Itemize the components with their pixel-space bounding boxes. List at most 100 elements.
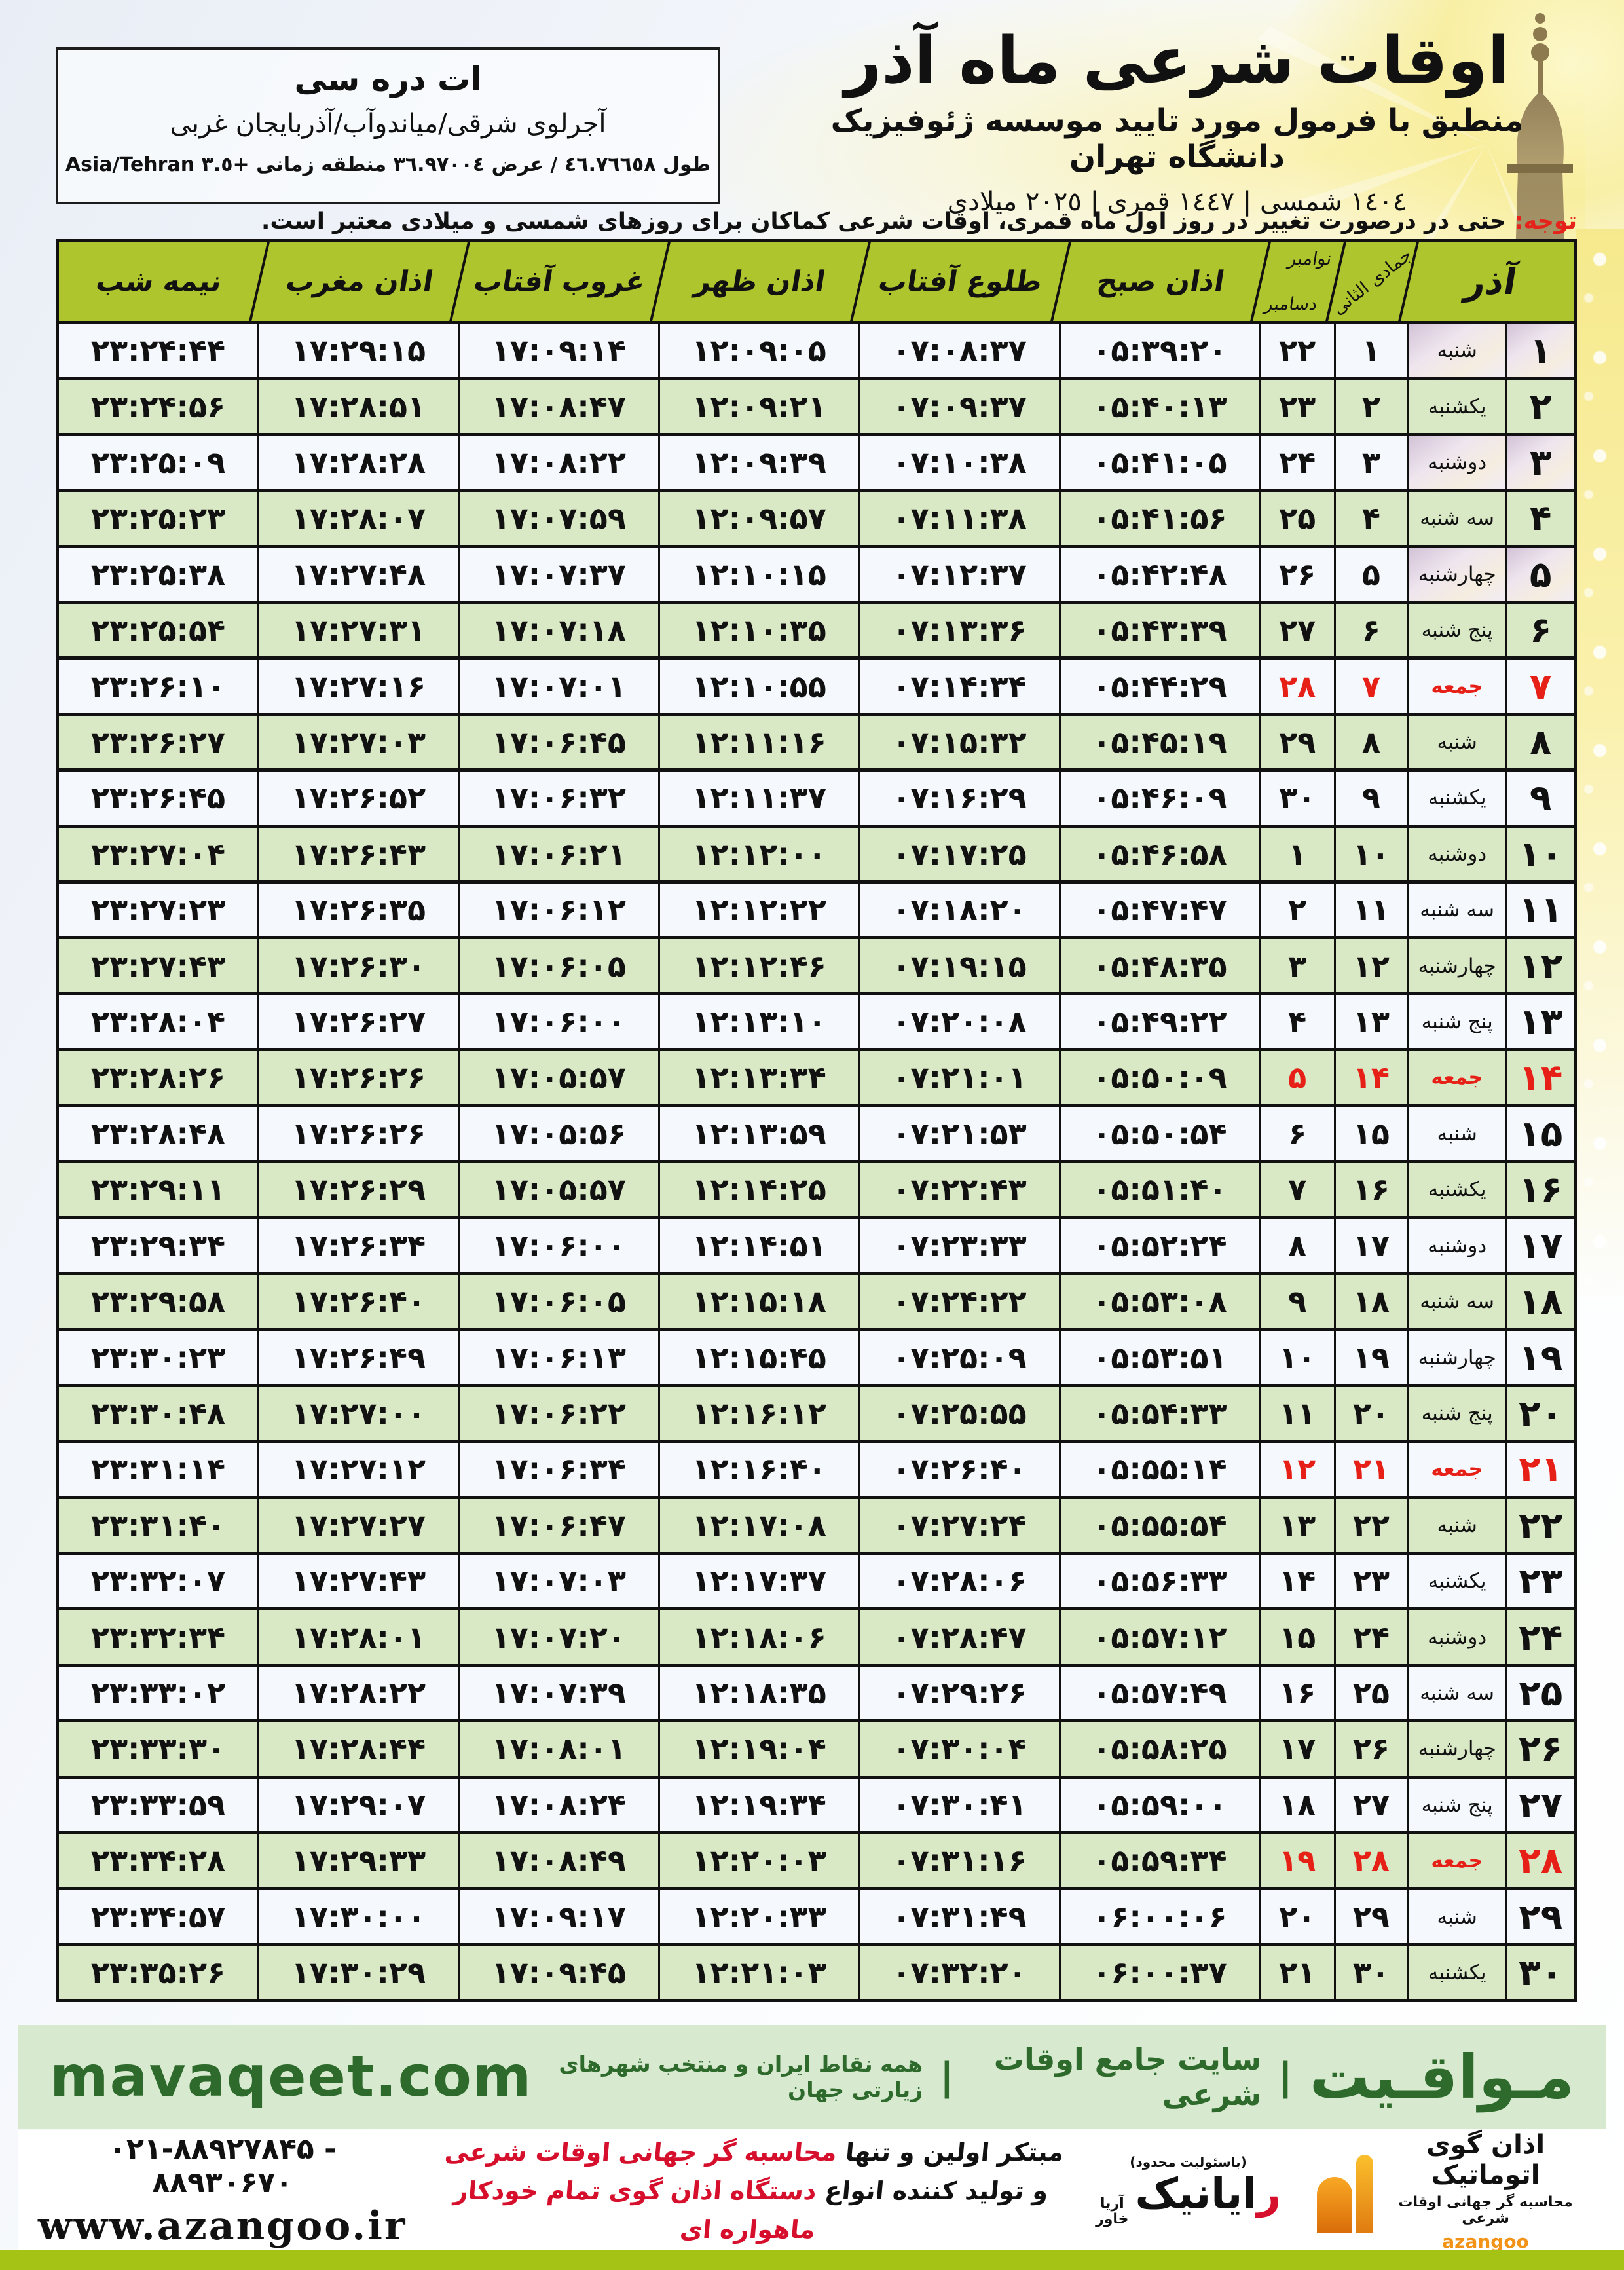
table-row: ۲۵ سه شنبه ۲۵ ۱۶ ۰۵:۵۷:۴۹ ۰۷:۲۹:۲۶ ۱۲:۱۸… [59,1663,1574,1720]
contact-block: ۰۲۱-۸۸۹۲۷۸۴۵ - ۸۸۹۳۰۶۷۰ www.azangoo.ir [38,2132,407,2249]
cell-midnight-time: ۲۳:۲۸:۰۴ [59,995,259,1049]
cell-gregorian-day: ۲۰ [1261,1890,1336,1943]
cell-sunrise-time: ۰۷:۲۷:۲۴ [860,1498,1061,1552]
table-row: ۳۰ یکشنبه ۳۰ ۲۱ ۰۶:۰۰:۳۷ ۰۷:۳۲:۲۰ ۱۲:۲۱:… [59,1943,1574,2000]
cell-day-number: ۱۶ [1519,1168,1563,1211]
cell-maghrib-time: ۱۷:۲۶:۴۳ [259,827,460,881]
cell-day-number: ۲۷ [1519,1783,1563,1826]
cell-midnight-time: ۲۳:۳۰:۴۸ [59,1386,259,1440]
cell-gregorian-day: ۱۱ [1261,1386,1336,1440]
cell-maghrib-time: ۱۷:۲۸:۰۷ [259,492,460,545]
column-header-gregorian-month: نوامبر دسامبر [1261,242,1335,321]
cell-midnight-time: ۲۳:۳۵:۲۶ [59,1946,259,2000]
cell-weekday: جمعه [1409,1051,1508,1104]
slogan-block: مبتکر اولین و تنها محاسبه گر جهانی اوقات… [402,2133,1101,2249]
cell-sunrise-time: ۰۷:۲۸:۰۶ [860,1554,1061,1608]
cell-dhuhr-time: ۱۲:۱۹:۰۴ [660,1722,860,1776]
cell-dhuhr-time: ۱۲:۲۰:۰۳ [660,1834,860,1888]
cell-fajr-time: ۰۶:۰۰:۰۶ [1061,1890,1261,1943]
cell-sunrise-time: ۰۷:۳۲:۲۰ [860,1946,1061,2000]
cell-maghrib-time: ۱۷:۲۶:۴۹ [259,1331,460,1384]
cell-dhuhr-time: ۱۲:۱۰:۱۵ [660,548,860,601]
cell-day-number: ۷ [1529,665,1552,707]
cell-dhuhr-time: ۱۲:۰۹:۵۷ [660,492,860,545]
cell-gregorian-day: ۲۹ [1261,715,1336,769]
azangoo-subtitle: محاسبه گر جهانی اوقات شرعی [1398,2193,1573,2227]
cell-maghrib-time: ۱۷:۲۶:۳۴ [259,1219,460,1272]
cell-lunar-day: ۱۹ [1336,1331,1409,1384]
note-text: حتی در درصورت تغییر در روز اول ماه قمری،… [261,208,1515,234]
cell-gregorian-day: ۷ [1261,1163,1336,1216]
table-row: ۲۴ دوشنبه ۲۴ ۱۵ ۰۵:۵۷:۱۲ ۰۷:۲۸:۴۷ ۱۲:۱۸:… [59,1607,1574,1664]
cell-weekday: دوشنبه [1409,1610,1508,1664]
cell-sunset-time: ۱۷:۰۹:۱۴ [460,324,660,377]
cell-midnight-time: ۲۳:۲۷:۴۳ [59,939,259,992]
cell-gregorian-day: ۸ [1261,1219,1336,1272]
cell-sunset-time: ۱۷:۰۶:۳۴ [460,1443,660,1496]
cell-weekday: یکشنبه [1409,1946,1508,2000]
cell-midnight-time: ۲۳:۲۵:۵۴ [59,604,259,657]
cell-maghrib-time: ۱۷:۳۰:۲۹ [259,1946,460,2000]
cell-maghrib-time: ۱۷:۲۷:۰۳ [259,715,460,769]
azangoo-site-link[interactable]: www.azangoo.ir [38,2203,407,2249]
cell-dhuhr-time: ۱۲:۰۹:۳۹ [660,436,860,489]
cell-midnight-time: ۲۳:۲۹:۳۴ [59,1219,259,1272]
column-header-sunset: غروب آفتاب [460,242,660,321]
cell-day-number: ۲۵ [1519,1671,1563,1714]
cell-fajr-time: ۰۵:۴۸:۳۵ [1061,939,1261,992]
cell-day-number: ۱۱ [1519,889,1563,931]
phone-numbers: ۰۲۱-۸۸۹۲۷۸۴۵ - ۸۸۹۳۰۶۷۰ [109,2132,337,2199]
cell-sunrise-time: ۰۷:۲۴:۲۲ [860,1275,1061,1328]
cell-fajr-time: ۰۵:۵۰:۵۴ [1061,1107,1261,1161]
table-row: ۱۱ سه شنبه ۱۱ ۲ ۰۵:۴۷:۴۷ ۰۷:۱۸:۲۰ ۱۲:۱۲:… [59,880,1574,937]
cell-weekday: جمعه [1409,660,1508,713]
cell-sunrise-time: ۰۷:۱۱:۳۸ [860,492,1061,545]
cell-maghrib-time: ۱۷:۲۷:۱۲ [259,1443,460,1496]
cell-gregorian-day: ۶ [1261,1107,1336,1161]
cell-weekday: جمعه [1409,1443,1508,1496]
table-row: ۴ سه شنبه ۴ ۲۵ ۰۵:۴۱:۵۶ ۰۷:۱۱:۳۸ ۱۲:۰۹:۵… [59,489,1574,545]
cell-weekday: دوشنبه [1409,1219,1508,1272]
cell-weekday: سه شنبه [1409,884,1508,937]
cell-fajr-time: ۰۵:۴۳:۳۹ [1061,604,1261,657]
cell-midnight-time: ۲۳:۳۴:۵۷ [59,1890,259,1943]
cell-day-number: ۲۰ [1519,1392,1563,1434]
cell-fajr-time: ۰۵:۴۶:۰۹ [1061,772,1261,825]
cell-weekday: چهارشنبه [1409,939,1508,992]
cell-fajr-time: ۰۵:۴۶:۵۸ [1061,827,1261,881]
cell-midnight-time: ۲۳:۲۴:۴۴ [59,324,259,377]
cell-fajr-time: ۰۶:۰۰:۳۷ [1061,1946,1261,2000]
cell-sunrise-time: ۰۷:۳۰:۴۱ [860,1778,1061,1831]
cell-dhuhr-time: ۱۲:۱۱:۱۶ [660,715,860,769]
cell-midnight-time: ۲۳:۲۴:۵۶ [59,380,259,433]
cell-maghrib-time: ۱۷:۲۷:۳۱ [259,604,460,657]
cell-midnight-time: ۲۳:۲۵:۰۹ [59,436,259,489]
mavaqeet-brand: مـواقـیت [1309,2041,1574,2112]
cell-sunrise-time: ۰۷:۳۱:۱۶ [860,1834,1061,1888]
cell-weekday: پنج شنبه [1409,1778,1508,1831]
cell-sunrise-time: ۰۷:۲۱:۰۱ [860,1051,1061,1104]
cell-weekday: یکشنبه [1409,772,1508,825]
cell-day-number: ۲ [1529,385,1552,428]
cell-maghrib-time: ۱۷:۲۷:۴۸ [259,548,460,601]
cell-gregorian-day: ۲۱ [1261,1946,1336,2000]
cell-sunrise-time: ۰۷:۱۲:۳۷ [860,548,1061,601]
mavaqeet-domain-link[interactable]: mavaqeet.com [50,2044,533,2110]
cell-sunrise-time: ۰۷:۲۸:۴۷ [860,1610,1061,1664]
cell-dhuhr-time: ۱۲:۲۱:۰۳ [660,1946,860,2000]
table-row: ۱۶ یکشنبه ۱۶ ۷ ۰۵:۵۱:۴۰ ۰۷:۲۲:۴۳ ۱۲:۱۴:۲… [59,1160,1574,1216]
cell-maghrib-time: ۱۷:۲۶:۳۵ [259,884,460,937]
cell-sunset-time: ۱۷:۰۷:۳۹ [460,1666,660,1720]
cell-lunar-day: ۶ [1336,604,1409,657]
cell-day-number: ۶ [1529,609,1552,652]
cell-sunrise-time: ۰۷:۱۳:۳۶ [860,604,1061,657]
side-ornament-strip [1576,229,1624,1310]
cell-gregorian-day: ۱۷ [1261,1722,1336,1776]
table-row: ۱۳ پنج شنبه ۱۳ ۴ ۰۵:۴۹:۲۲ ۰۷:۲۰:۰۸ ۱۲:۱۳… [59,992,1574,1049]
rayanik-logo: (باسئولیت محدود) ر ایانیک آریا خاور [1096,2154,1281,2227]
cell-day-number: ۲۴ [1519,1616,1563,1658]
cell-sunset-time: ۱۷:۰۶:۴۵ [460,715,660,769]
table-row: ۲۲ شنبه ۲۲ ۱۳ ۰۵:۵۵:۵۴ ۰۷:۲۷:۲۴ ۱۲:۱۷:۰۸… [59,1495,1574,1552]
cell-weekday: یکشنبه [1409,1163,1508,1216]
cell-gregorian-day: ۱۳ [1261,1498,1336,1552]
